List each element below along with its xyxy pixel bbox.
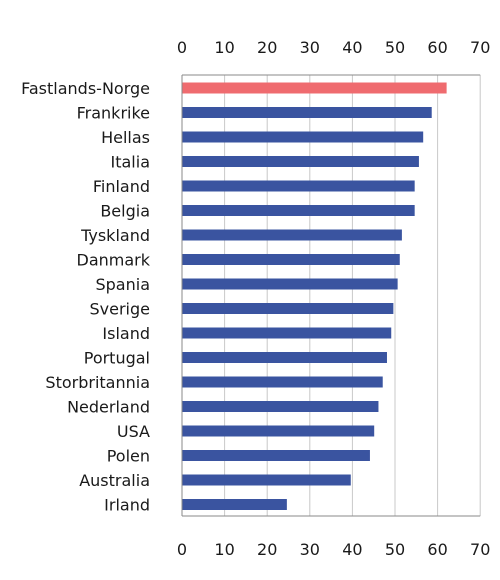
category-label: Danmark (77, 251, 151, 270)
top-tick-label: 70 (470, 38, 490, 57)
bar (182, 352, 387, 363)
category-label: Fastlands-Norge (21, 79, 150, 98)
grid-lines (224, 75, 481, 516)
bar (182, 156, 419, 167)
top-tick-label: 20 (257, 38, 277, 57)
bottom-tick-label: 0 (177, 540, 187, 559)
bar (182, 450, 370, 461)
category-label: USA (117, 422, 150, 441)
category-label: Hellas (101, 128, 150, 147)
category-label: Island (102, 324, 150, 343)
category-label: Frankrike (77, 104, 150, 123)
bar (182, 425, 375, 437)
category-label: Portugal (84, 349, 150, 368)
bar (182, 401, 379, 412)
category-label: Belgia (100, 202, 150, 221)
bar (182, 278, 398, 290)
category-labels: Fastlands-Norge Frankrike Hellas Italia Finl… (21, 79, 151, 515)
top-tick-label: 0 (177, 38, 187, 57)
bottom-tick-label: 60 (427, 540, 447, 559)
category-label: Italia (111, 153, 151, 172)
category-label: Finland (93, 177, 150, 196)
bottom-tick-label: 50 (385, 540, 405, 559)
category-label: Nederland (67, 398, 150, 417)
category-label: Sverige (90, 300, 151, 319)
top-axis-ticks: 0 10 20 30 40 50 60 70 (177, 38, 490, 57)
bar (182, 474, 351, 486)
bar (182, 131, 424, 143)
top-tick-label: 50 (385, 38, 405, 57)
category-label: Australia (79, 471, 150, 490)
bar (182, 82, 447, 94)
category-label: Polen (107, 447, 150, 466)
bar (182, 107, 432, 118)
bottom-axis-ticks: 0 10 20 30 40 50 60 70 (177, 540, 490, 559)
bar (182, 303, 394, 314)
bar (182, 205, 415, 216)
bottom-tick-label: 20 (257, 540, 277, 559)
category-label: Tyskland (80, 226, 150, 245)
bottom-tick-label: 70 (470, 540, 490, 559)
top-tick-label: 10 (214, 38, 234, 57)
top-tick-label: 30 (300, 38, 320, 57)
bar (182, 327, 392, 339)
bottom-tick-label: 40 (342, 540, 362, 559)
bottom-tick-label: 30 (300, 540, 320, 559)
top-tick-label: 60 (427, 38, 447, 57)
bar (182, 376, 383, 388)
bar (182, 254, 400, 265)
bars (182, 82, 447, 510)
top-tick-label: 40 (342, 38, 362, 57)
bar (182, 499, 287, 510)
category-label: Storbritannia (45, 373, 150, 392)
bottom-tick-label: 10 (214, 540, 234, 559)
category-label: Spania (95, 275, 150, 294)
bar (182, 229, 402, 241)
category-label: Irland (104, 496, 150, 515)
bar (182, 180, 415, 192)
